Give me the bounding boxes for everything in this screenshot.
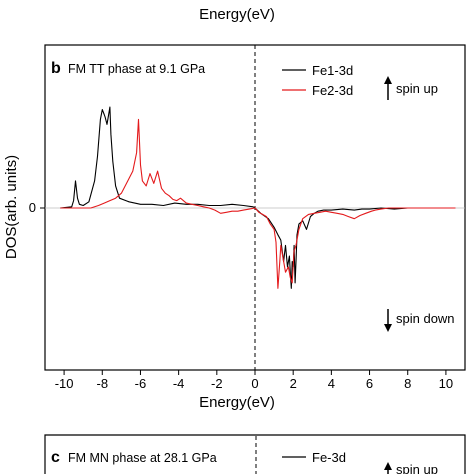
x-tick-label: -8 (96, 376, 108, 391)
panel-c-title: FM MN phase at 28.1 GPa (68, 451, 217, 465)
panel-b-x-axis-label: Energy(eV) (199, 394, 275, 411)
panel-b: -10 -8 -6 -4 -2 0 2 4 6 8 10 0 b FM TT phase at 9.… (3, 44, 466, 411)
x-tick-label: -6 (135, 376, 147, 391)
panel-c-frame (44, 434, 466, 474)
panel-c-spin-up-label: spin up (396, 462, 438, 474)
x-tick-label: 4 (328, 376, 335, 391)
panel-b-letter: b (51, 60, 61, 77)
panel-c: c FM MN phase at 28.1 GPa Fe-3d spin up (44, 434, 466, 474)
x-tick-label: -4 (173, 376, 185, 391)
spin-up-arrowhead-icon (384, 76, 392, 84)
spin-down-label: spin down (396, 311, 455, 326)
spin-up-annotation: spin up (384, 76, 438, 100)
top-axis-label: Energy(eV) (199, 6, 275, 23)
legend-label-fe2: Fe2-3d (312, 83, 353, 98)
spin-up-label: spin up (396, 81, 438, 96)
legend-label-fe1: Fe1-3d (312, 63, 353, 78)
x-tick-label: 10 (439, 376, 453, 391)
series-line-fe1-3d (60, 106, 456, 289)
panel-c-letter: c (51, 449, 60, 466)
series-line-fe2-3d (60, 118, 456, 289)
y-tick-label: 0 (29, 200, 36, 215)
panel-b-y-ticks: 0 (29, 200, 45, 215)
panel-c-spin-up-arrowhead-icon (384, 462, 392, 470)
x-tick-label: 6 (366, 376, 373, 391)
panel-b-plot-area (45, 45, 465, 370)
spin-down-arrowhead-icon (384, 324, 392, 332)
panel-b-y-axis-label: DOS(arb. units) (3, 155, 20, 259)
x-tick-label: 0 (251, 376, 258, 391)
x-tick-label: -10 (55, 376, 74, 391)
legend-label-fe: Fe-3d (312, 450, 346, 465)
panel-b-x-ticks: -10 -8 -6 -4 -2 0 2 4 6 8 10 (55, 370, 453, 391)
spin-down-annotation: spin down (384, 309, 455, 332)
x-tick-label: -2 (211, 376, 223, 391)
panel-b-title: FM TT phase at 9.1 GPa (68, 62, 205, 76)
x-tick-label: 2 (290, 376, 297, 391)
panel-b-legend: Fe1-3d Fe2-3d (282, 63, 353, 98)
x-tick-label: 8 (404, 376, 411, 391)
panel-b-series-group (60, 106, 456, 289)
